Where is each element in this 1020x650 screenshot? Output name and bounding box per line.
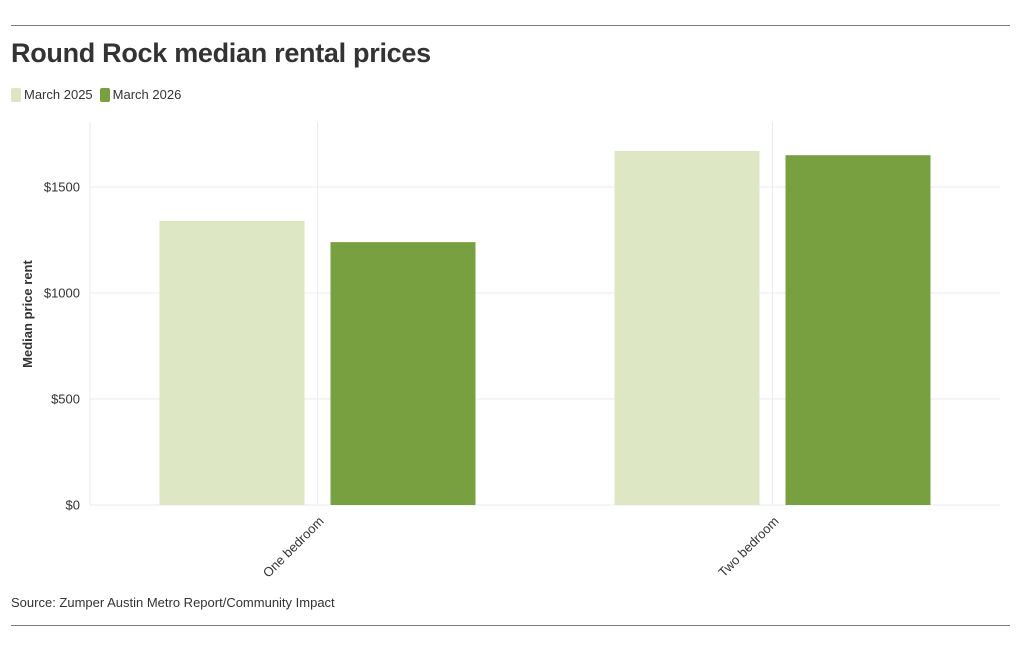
legend-item-series-1: March 2025 [11, 87, 93, 102]
bar [785, 155, 931, 505]
legend-item-series-2: March 2026 [99, 87, 182, 102]
legend: March 2025 March 2026 [11, 87, 181, 102]
legend-swatch-series-1 [11, 87, 21, 102]
y-axis-label: Median price rent [20, 260, 35, 368]
y-tick-label: $1500 [44, 180, 80, 195]
top-rule [11, 25, 1010, 26]
source-note: Source: Zumper Austin Metro Report/Commu… [11, 595, 335, 610]
y-tick-label: $0 [66, 498, 80, 513]
bar [330, 242, 476, 505]
chart-title: Round Rock median rental prices [11, 38, 431, 68]
legend-label-series-1: March 2025 [24, 87, 93, 102]
y-tick-label: $1000 [44, 286, 80, 301]
bar [614, 150, 760, 505]
bar [159, 220, 305, 506]
x-tick-label: One bedroom [260, 514, 327, 581]
legend-label-series-2: March 2026 [112, 87, 182, 102]
bottom-rule [11, 625, 1010, 626]
bar-layer [159, 150, 931, 506]
y-tick-label: $500 [51, 392, 80, 407]
x-tick-label: Two bedroom [715, 514, 781, 580]
legend-swatch-series-2 [99, 87, 110, 102]
